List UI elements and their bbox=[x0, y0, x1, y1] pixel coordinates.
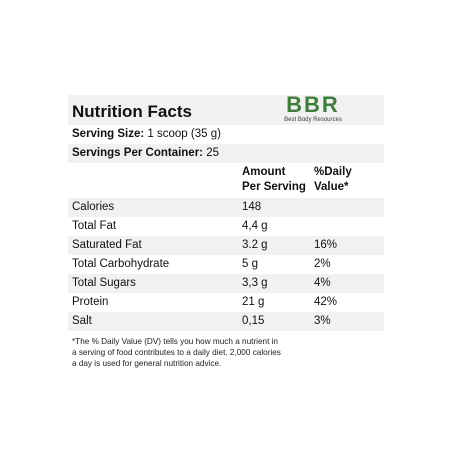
logo-subtitle: Best Body Resources bbox=[284, 117, 342, 123]
nutrient-name: Total Carbohydrate bbox=[72, 258, 170, 270]
nutrient-dv: 2% bbox=[314, 258, 331, 270]
serving-size-row: Serving Size: 1 scoop (35 g) bbox=[68, 125, 384, 144]
nutrient-amount: 3,3 g bbox=[242, 277, 268, 289]
servings-per-container-value: 25 bbox=[206, 147, 220, 159]
daily-value-footnote: *The % Daily Value (DV) tells you how mu… bbox=[68, 336, 372, 369]
nutrient-row: Total Carbohydrate 5 g 2% bbox=[68, 255, 384, 274]
column-header-row: Amount Per Serving %Daily Value* bbox=[68, 163, 384, 198]
nutrient-name: Calories bbox=[72, 201, 115, 213]
footnote-line: a serving of food contributes to a daily… bbox=[72, 348, 281, 357]
nutrient-amount: 5 g bbox=[242, 258, 258, 270]
nutrient-dv: 42% bbox=[314, 296, 338, 308]
title-row: Nutrition Facts BBR Best Body Resources bbox=[68, 92, 384, 125]
nutrient-row: Saturated Fat 3.2 g 16% bbox=[68, 236, 384, 255]
dv-header-line1: %Daily bbox=[314, 166, 352, 178]
servings-per-container-row: Servings Per Container: 25 bbox=[68, 144, 384, 163]
nutrient-name: Saturated Fat bbox=[72, 239, 142, 251]
nutrient-row: Total Fat 4,4 g bbox=[68, 217, 384, 236]
nutrient-name: Protein bbox=[72, 296, 109, 308]
amount-header-line1: Amount bbox=[242, 166, 286, 178]
nutrient-dv: 16% bbox=[314, 239, 338, 251]
nutrient-amount: 0,15 bbox=[242, 315, 265, 327]
nutrient-dv: 4% bbox=[314, 277, 331, 289]
nutrient-name: Total Sugars bbox=[72, 277, 136, 289]
panel-title: Nutrition Facts bbox=[72, 102, 192, 121]
nutrition-facts-panel: Nutrition Facts BBR Best Body Resources … bbox=[68, 92, 384, 369]
nutrient-name: Total Fat bbox=[72, 220, 117, 232]
nutrient-row: Protein 21 g 42% bbox=[68, 293, 384, 312]
brand-logo: BBR Best Body Resources bbox=[268, 92, 358, 124]
footnote-line: a day is used for general nutrition advi… bbox=[72, 359, 222, 368]
footnote-line: *The % Daily Value (DV) tells you how mu… bbox=[72, 337, 278, 346]
dv-header-line2: Value* bbox=[314, 181, 349, 193]
nutrient-row: Calories 148 bbox=[68, 198, 384, 217]
logo-mark: BBR bbox=[286, 92, 340, 117]
nutrient-row: Salt 0,15 3% bbox=[68, 312, 384, 331]
amount-header-line2: Per Serving bbox=[242, 181, 306, 193]
daily-value-column-header: %Daily Value* bbox=[314, 165, 352, 195]
amount-column-header: Amount Per Serving bbox=[242, 165, 306, 195]
nutrient-amount: 4,4 g bbox=[242, 220, 268, 232]
nutrient-row: Total Sugars 3,3 g 4% bbox=[68, 274, 384, 293]
serving-size-label: Serving Size: bbox=[72, 128, 145, 140]
servings-per-container-label: Servings Per Container: bbox=[72, 147, 204, 159]
nutrient-amount: 3.2 g bbox=[242, 239, 268, 251]
nutrient-dv: 3% bbox=[314, 315, 331, 327]
nutrient-amount: 21 g bbox=[242, 296, 265, 308]
nutrient-name: Salt bbox=[72, 315, 92, 327]
nutrient-amount: 148 bbox=[242, 201, 262, 213]
serving-size-value: 1 scoop (35 g) bbox=[147, 128, 221, 140]
